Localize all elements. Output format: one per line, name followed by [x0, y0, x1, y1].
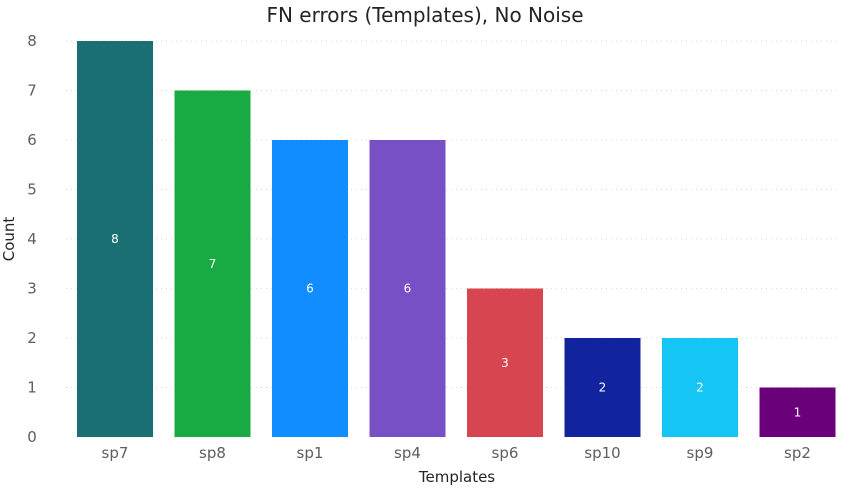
bar-sp9[interactable]: [662, 338, 738, 437]
y-tick-label-6: 6: [27, 131, 37, 149]
x-tick-label-sp9: sp9: [687, 444, 714, 462]
data-label-sp1: 6: [306, 282, 314, 296]
x-tick-label-sp7: sp7: [102, 444, 129, 462]
x-tick-label-sp8: sp8: [199, 444, 226, 462]
y-axis-ticks: 0 1 2 3 4 5 6 7 8: [27, 32, 37, 446]
data-label-sp9: 2: [696, 381, 704, 395]
y-tick-label-1: 1: [27, 379, 37, 397]
y-tick-label-4: 4: [27, 230, 37, 248]
y-axis-title: Count: [0, 217, 18, 262]
y-tick-label-2: 2: [27, 329, 37, 347]
data-label-sp2: 1: [794, 405, 802, 419]
bar-sp4[interactable]: [369, 140, 446, 437]
y-tick-label-8: 8: [27, 32, 37, 50]
data-labels: 8 7 6 6 3 2 2 1: [111, 232, 801, 419]
data-label-sp4: 6: [404, 282, 412, 296]
x-axis-ticks: sp7 sp8 sp1 sp4 sp6 sp10 sp9 sp2: [102, 444, 811, 462]
y-tick-label-7: 7: [27, 82, 37, 100]
x-tick-label-sp6: sp6: [492, 444, 519, 462]
bar-sp7[interactable]: [77, 41, 153, 437]
chart-title: FN errors (Templates), No Noise: [266, 3, 584, 27]
x-tick-label-sp10: sp10: [584, 444, 620, 462]
bar-sp6[interactable]: [467, 288, 543, 438]
y-tick-label-5: 5: [27, 181, 37, 199]
bar-sp8[interactable]: [174, 90, 251, 438]
bar-sp10[interactable]: [564, 338, 641, 437]
data-label-sp8: 7: [209, 257, 217, 271]
x-axis-title: Templates: [418, 468, 495, 486]
data-label-sp6: 3: [501, 356, 509, 370]
y-tick-label-0: 0: [27, 428, 37, 446]
x-tick-label-sp2: sp2: [784, 444, 811, 462]
y-tick-label-3: 3: [27, 280, 37, 298]
data-label-sp10: 2: [599, 381, 607, 395]
x-tick-label-sp4: sp4: [394, 444, 421, 462]
bar-sp2[interactable]: [759, 387, 836, 438]
bars: [77, 41, 836, 437]
data-label-sp7: 8: [111, 232, 119, 246]
bar-sp1[interactable]: [272, 140, 348, 437]
x-tick-label-sp1: sp1: [297, 444, 324, 462]
